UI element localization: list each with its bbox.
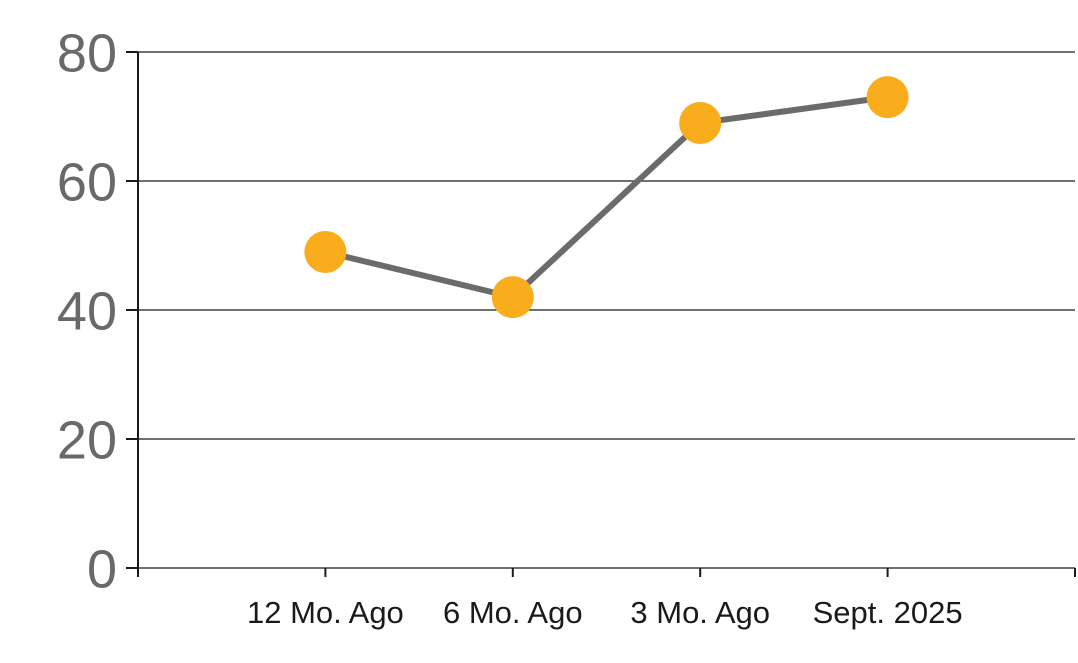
data-point: [304, 230, 347, 273]
data-point: [866, 76, 909, 119]
x-tick-label: 3 Mo. Ago: [630, 595, 770, 630]
data-point: [679, 101, 722, 144]
y-tick-label: 20: [57, 410, 117, 470]
y-tick-label: 0: [87, 539, 117, 599]
data-point: [491, 276, 534, 319]
x-tick-label: Sept. 2025: [813, 595, 963, 630]
y-tick-label: 80: [57, 23, 117, 83]
y-tick-label: 60: [57, 152, 117, 212]
series-line: [322, 94, 891, 301]
x-tick-label: 12 Mo. Ago: [247, 595, 404, 630]
x-tick-label: 6 Mo. Ago: [443, 595, 583, 630]
y-tick-label: 40: [57, 281, 117, 341]
